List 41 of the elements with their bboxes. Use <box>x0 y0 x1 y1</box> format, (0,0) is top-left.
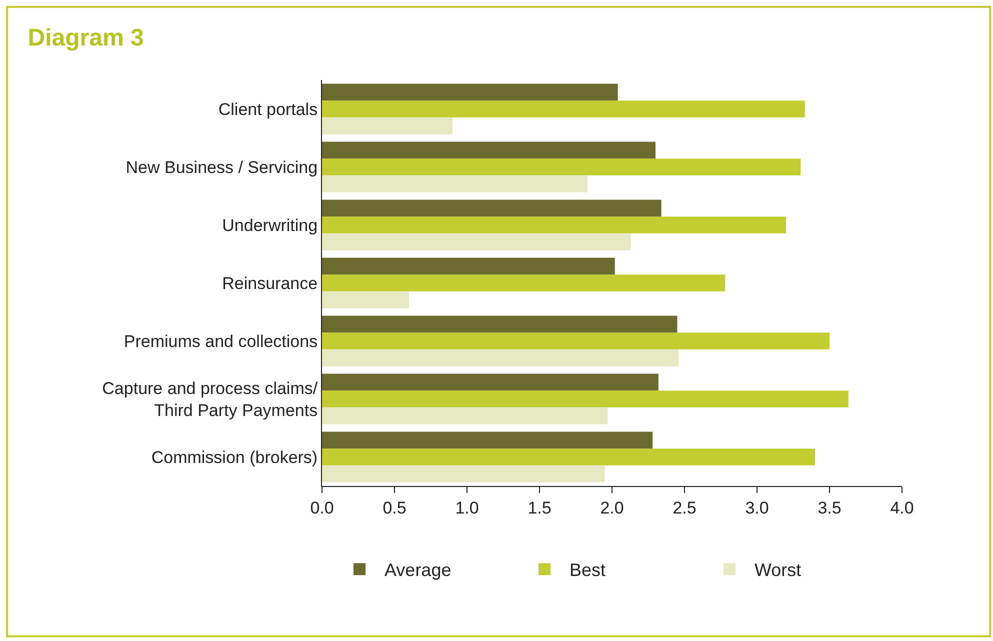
bar <box>322 274 726 292</box>
bar <box>322 117 452 134</box>
legend-label: Worst <box>754 560 802 580</box>
bar <box>322 390 848 408</box>
bar <box>322 84 618 101</box>
bar <box>322 332 830 350</box>
legend-label: Average <box>384 560 452 580</box>
y-tick-label: New Business / Servicing <box>126 158 318 177</box>
bar <box>322 258 615 275</box>
bar <box>322 349 679 366</box>
bar <box>322 291 409 308</box>
x-tick-label: 1.0 <box>455 498 479 518</box>
text: Diagram 3 <box>28 24 144 52</box>
x-tick-label: 0.5 <box>382 498 406 518</box>
legend-label: Best <box>570 560 606 580</box>
bar <box>322 142 656 159</box>
x-tick-label: 2.5 <box>672 498 696 518</box>
bar <box>322 432 653 449</box>
y-tick-label: Premiums and collections <box>124 332 318 351</box>
x-tick-label: 0.0 <box>310 498 334 518</box>
x-tick-label: 4.0 <box>890 498 914 518</box>
bar <box>322 465 605 482</box>
bar <box>322 216 786 234</box>
y-tick-label: Client portals <box>218 100 318 119</box>
bar <box>322 100 805 118</box>
y-tick-label: Commission (brokers) <box>151 448 318 467</box>
bar <box>322 200 662 217</box>
x-tick-label: 3.5 <box>818 498 842 518</box>
bar <box>322 407 608 424</box>
x-tick-label: 3.0 <box>745 498 769 518</box>
y-tick-label: Underwriting <box>222 216 318 235</box>
y-tick-label: Capture and process claims/ Third Party Payments <box>102 378 318 420</box>
x-tick-label: 2.0 <box>600 498 624 518</box>
bar <box>322 233 631 250</box>
bar <box>322 158 800 176</box>
bar <box>322 175 588 192</box>
bar <box>322 374 658 391</box>
bar <box>322 448 815 466</box>
y-tick-label: Reinsurance <box>222 274 318 293</box>
x-tick-label: 1.5 <box>528 498 552 518</box>
bar <box>322 316 678 333</box>
